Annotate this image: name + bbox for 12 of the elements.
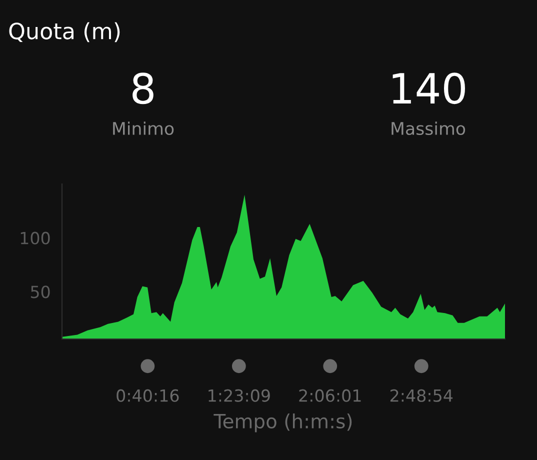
x-tick-label: 2:06:01 bbox=[299, 389, 361, 402]
text: Minimo bbox=[113, 122, 174, 136]
chart-title: Quota (m) bbox=[9, 22, 120, 42]
x-axis-title: Tempo (h:m:s) bbox=[214, 413, 352, 432]
x-tick-label: 1:23:09 bbox=[208, 389, 270, 402]
y-tick-label: 100 bbox=[20, 232, 50, 244]
text: 8 bbox=[132, 72, 154, 104]
text: Massimo bbox=[392, 122, 466, 136]
x-tick-label: 2:48:54 bbox=[390, 389, 453, 402]
x-tick-label: 0:40:16 bbox=[116, 389, 179, 402]
y-tick-label: 50 bbox=[30, 286, 50, 298]
text: 140 bbox=[392, 72, 465, 104]
